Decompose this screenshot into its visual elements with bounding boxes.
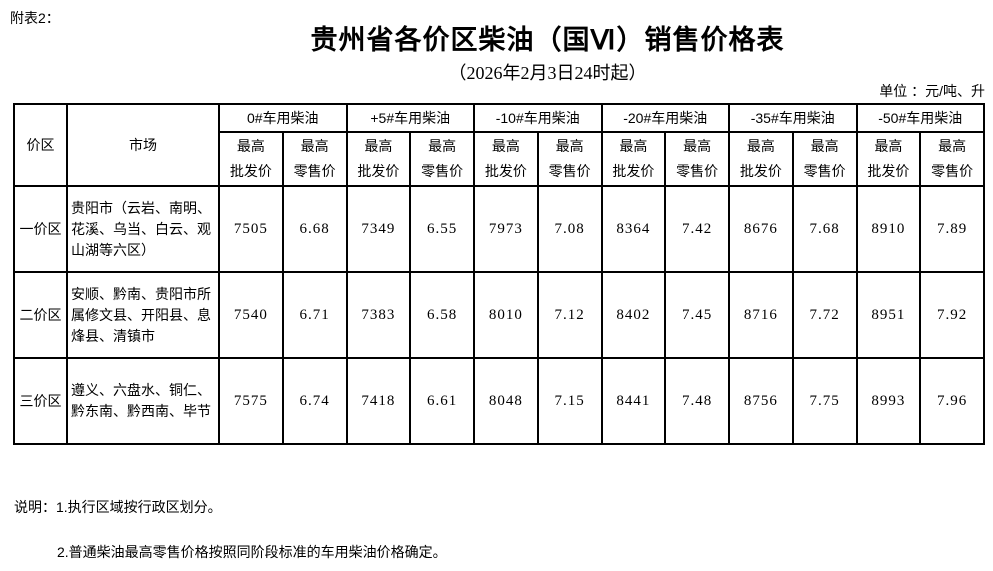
price-cell: 8910 [855, 185, 922, 273]
price-cell: 7.45 [664, 271, 730, 359]
market-cell: 安顺、黔南、贵阳市所属修文县、开阳县、息烽县、清镇市 [66, 271, 220, 359]
price-cell: 7.08 [536, 185, 603, 273]
price-cell: 7540 [218, 271, 284, 359]
price-cell: 6.68 [281, 185, 348, 273]
price-cell: 6.71 [281, 271, 348, 359]
price-cell: 7418 [345, 357, 412, 445]
price-cell: 7.15 [536, 357, 603, 445]
price-cell: 8010 [473, 271, 539, 359]
col-group-diesel-minus20: -20#车用柴油 [600, 103, 730, 133]
price-cell: 7.92 [919, 271, 985, 359]
col-header-region: 价区 [13, 103, 68, 187]
price-cell: 8364 [600, 185, 667, 273]
price-cell: 8441 [600, 357, 667, 445]
market-cell: 贵阳市（云岩、南明、花溪、乌当、白云、观山湖等六区） [66, 185, 220, 273]
price-cell: 7.68 [791, 185, 858, 273]
col-group-diesel-plus5: +5#车用柴油 [345, 103, 475, 133]
price-cell: 6.58 [409, 271, 475, 359]
subheader-max-retail: 最高 零售价 [281, 131, 348, 187]
table-row-zone3: 三价区 遵义、六盘水、铜仁、黔东南、黔西南、毕节 7575 6.74 7418 … [13, 357, 985, 445]
price-cell: 8756 [728, 357, 794, 445]
title-block: 贵州省各价区柴油（国Ⅵ）销售价格表 （2026年2月3日24时起） [102, 24, 993, 85]
price-cell: 7.89 [919, 185, 985, 273]
subheader-max-wholesale: 最高 批发价 [345, 131, 412, 187]
subheader-max-retail: 最高 零售价 [409, 131, 475, 187]
attachment-label: 附表2： [10, 10, 60, 26]
table-row-zone2: 二价区 安顺、黔南、贵阳市所属修文县、开阳县、息烽县、清镇市 7540 6.71… [13, 271, 985, 359]
price-cell: 7.75 [791, 357, 858, 445]
price-cell: 7973 [473, 185, 539, 273]
price-cell: 8951 [855, 271, 922, 359]
diesel-price-table: 价区 市场 0#车用柴油 +5#车用柴油 -10#车用柴油 -20#车用柴油 -… [13, 103, 985, 445]
subheader-max-wholesale: 最高 批发价 [728, 131, 794, 187]
price-cell: 8402 [600, 271, 667, 359]
price-cell: 7575 [218, 357, 284, 445]
price-cell: 7.96 [919, 357, 985, 445]
price-cell: 7.72 [791, 271, 858, 359]
table-row-zone1: 一价区 贵阳市（云岩、南明、花溪、乌当、白云、观山湖等六区） 7505 6.68… [13, 185, 985, 273]
subheader-max-retail: 最高 零售价 [919, 131, 985, 187]
col-group-diesel-minus35: -35#车用柴油 [728, 103, 858, 133]
subheader-max-wholesale: 最高 批发价 [473, 131, 539, 187]
price-cell: 8993 [855, 357, 922, 445]
price-cell: 7.12 [536, 271, 603, 359]
market-cell: 遵义、六盘水、铜仁、黔东南、黔西南、毕节 [66, 357, 220, 445]
subheader-max-wholesale: 最高 批发价 [218, 131, 284, 187]
page-subtitle: （2026年2月3日24时起） [448, 63, 647, 83]
region-cell: 一价区 [13, 185, 68, 273]
region-cell: 二价区 [13, 271, 68, 359]
col-group-diesel-0: 0#车用柴油 [218, 103, 348, 133]
header-sub-row: 最高 批发价 最高 零售价 最高 批发价 最高 零售价 最高 批发价 最高 零售… [14, 131, 985, 187]
col-group-diesel-minus10: -10#车用柴油 [473, 103, 603, 133]
note-line: 2.普通柴油最高零售价格按照同阶段标准的车用柴油价格确定。 [57, 544, 447, 560]
subheader-max-retail: 最高 零售价 [791, 131, 858, 187]
subheader-max-wholesale: 最高 批发价 [600, 131, 667, 187]
price-cell: 6.61 [409, 357, 475, 445]
price-cell: 8716 [728, 271, 794, 359]
subheader-max-wholesale: 最高 批发价 [855, 131, 922, 187]
subheader-max-retail: 最高 零售价 [664, 131, 730, 187]
price-cell: 6.55 [409, 185, 475, 273]
price-cell: 7383 [345, 271, 412, 359]
price-cell: 7.42 [664, 185, 730, 273]
page-title: 贵州省各价区柴油（国Ⅵ）销售价格表 [310, 25, 785, 55]
price-cell: 8676 [728, 185, 794, 273]
price-cell: 7505 [218, 185, 284, 273]
region-cell: 三价区 [13, 357, 68, 445]
header-group-row: 价区 市场 0#车用柴油 +5#车用柴油 -10#车用柴油 -20#车用柴油 -… [13, 103, 985, 187]
unit-label: 单位 ：元/吨、升 [879, 83, 985, 99]
price-cell: 6.74 [281, 357, 348, 445]
subheader-max-retail: 最高 零售价 [536, 131, 603, 187]
note-line: 说明：1.执行区域按行政区划分。 [14, 499, 222, 515]
price-cell: 8048 [473, 357, 539, 445]
price-cell: 7349 [345, 185, 412, 273]
col-header-market: 市场 [66, 103, 220, 187]
price-cell: 7.48 [664, 357, 730, 445]
col-group-diesel-minus50: -50#车用柴油 [855, 103, 985, 133]
